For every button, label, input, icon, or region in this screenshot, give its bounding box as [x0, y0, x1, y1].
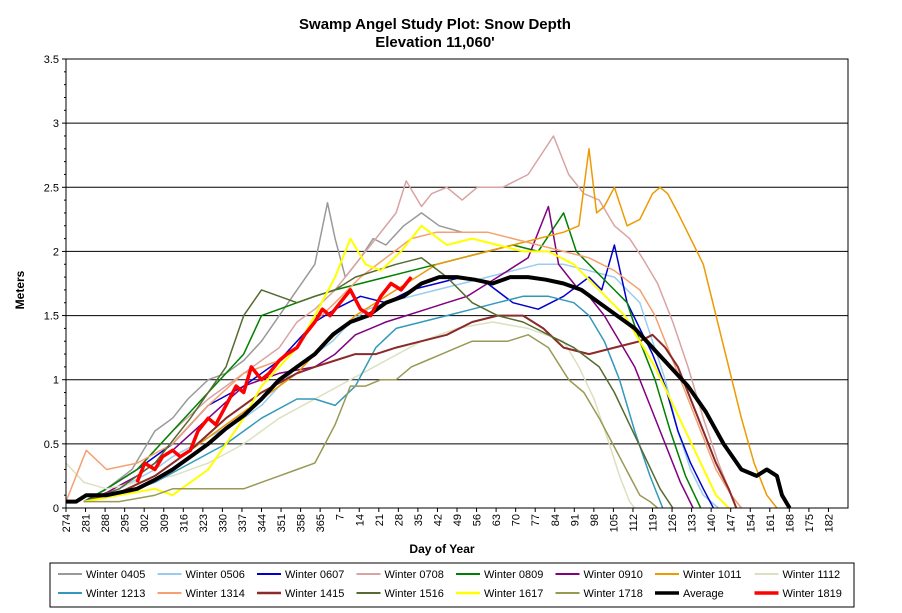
- x-tick-label: 323: [198, 514, 210, 532]
- x-tick-label: 91: [569, 514, 581, 526]
- legend-label: Winter 1718: [584, 588, 643, 600]
- chart-subtitle: Elevation 11,060': [375, 34, 494, 51]
- chart-title: Swamp Angel Study Plot: Snow Depth: [299, 16, 571, 33]
- legend-label: Winter 0506: [186, 569, 245, 581]
- series-line-winter-1011: [83, 148, 778, 509]
- x-tick-label: 365: [315, 514, 327, 532]
- series-line-winter-1617: [83, 224, 730, 509]
- x-tick-label: 63: [491, 514, 503, 526]
- series-line-average: [66, 275, 792, 510]
- x-tick-label: 281: [81, 514, 93, 532]
- x-tick-label: 288: [100, 514, 112, 532]
- x-tick-label: 49: [452, 514, 464, 526]
- x-tick-label: 358: [296, 514, 308, 532]
- x-tick-label: 28: [393, 514, 405, 526]
- legend-label: Winter 1819: [783, 588, 842, 600]
- x-tick-label: 295: [120, 514, 132, 532]
- x-tick-label: 105: [608, 514, 620, 532]
- legend: Winter 0405 Winter 0506 Winter 0607 Winter …: [49, 562, 855, 608]
- y-tick-label: 1: [53, 375, 59, 387]
- legend-label: Winter 1112: [783, 569, 841, 581]
- x-tick-label: 330: [217, 514, 229, 532]
- x-tick-label: 337: [237, 514, 249, 532]
- series-line-winter-1819: [135, 276, 413, 483]
- legend-label: Winter 0405: [86, 569, 145, 581]
- x-tick-label: 309: [159, 514, 171, 532]
- y-tick-label: 3: [53, 118, 59, 130]
- x-tick-label: 140: [706, 514, 718, 532]
- legend-label: Winter 1314: [186, 588, 245, 600]
- x-tick-label: 119: [648, 514, 660, 532]
- y-tick-label: 0.5: [44, 439, 59, 451]
- legend-label: Winter 1516: [385, 588, 444, 600]
- x-tick-label: 344: [257, 514, 269, 532]
- x-tick-label: 274: [61, 514, 73, 532]
- x-axis-label: Day of Year: [409, 542, 474, 556]
- x-tick-label: 154: [745, 514, 757, 532]
- x-tick-label: 84: [550, 514, 562, 526]
- series-line-winter-1718: [83, 334, 659, 509]
- y-tick-label: 2.5: [44, 182, 59, 194]
- x-tick-label: 77: [530, 514, 542, 526]
- x-tick-label: 161: [765, 514, 777, 532]
- x-tick-label: 98: [589, 514, 601, 526]
- x-tick-label: 175: [804, 514, 816, 532]
- x-tick-label: 182: [823, 514, 835, 532]
- y-axis-label: Meters: [13, 270, 27, 309]
- x-tick-label: 112: [628, 514, 640, 532]
- legend-box: [49, 562, 855, 608]
- x-tick-label: 147: [726, 514, 738, 532]
- axes: [62, 58, 849, 512]
- x-tick-label: 351: [276, 514, 288, 532]
- x-tick-label: 302: [139, 514, 151, 532]
- x-tick-labels: 274 281 288 295 302 309 316 323 330 337 344 351 358 3…: [61, 514, 835, 532]
- legend-label: Winter 1213: [86, 588, 145, 600]
- legend-label: Average: [683, 588, 724, 600]
- x-tick-label: 133: [687, 514, 699, 532]
- legend-label: Winter 0708: [385, 569, 444, 581]
- y-tick-label: 0: [53, 503, 59, 515]
- x-tick-label: 168: [784, 514, 796, 532]
- x-tick-label: 126: [667, 514, 679, 532]
- series-line-winter-0708: [83, 135, 742, 509]
- legend-label: Winter 1011: [683, 569, 742, 581]
- plot-area: [62, 58, 849, 512]
- y-tick-label: 1.5: [44, 311, 59, 323]
- series-lines: [65, 135, 792, 510]
- x-tick-label: 42: [432, 514, 444, 526]
- x-tick-label: 7: [335, 514, 347, 520]
- legend-label: Winter 0910: [584, 569, 643, 581]
- series-line-winter-0910: [83, 205, 694, 509]
- legend-label: Winter 1617: [484, 588, 543, 600]
- x-tick-label: 316: [178, 514, 190, 532]
- y-tick-label: 2: [53, 246, 59, 258]
- y-tick-labels: 0 0.5 1 1.5 2 2.5 3 3.5: [44, 54, 59, 515]
- x-tick-label: 14: [354, 514, 366, 526]
- y-tick-label: 3.5: [44, 54, 59, 66]
- series-line-winter-0405: [83, 201, 463, 503]
- x-tick-label: 70: [511, 514, 523, 526]
- x-tick-label: 35: [413, 514, 425, 526]
- x-tick-label: 56: [472, 514, 484, 526]
- x-tick-label: 21: [374, 514, 386, 526]
- legend-label: Winter 1415: [285, 588, 344, 600]
- legend-label: Winter 0809: [484, 569, 543, 581]
- legend-label: Winter 0607: [285, 569, 344, 581]
- series-line-winter-1516: [83, 257, 674, 509]
